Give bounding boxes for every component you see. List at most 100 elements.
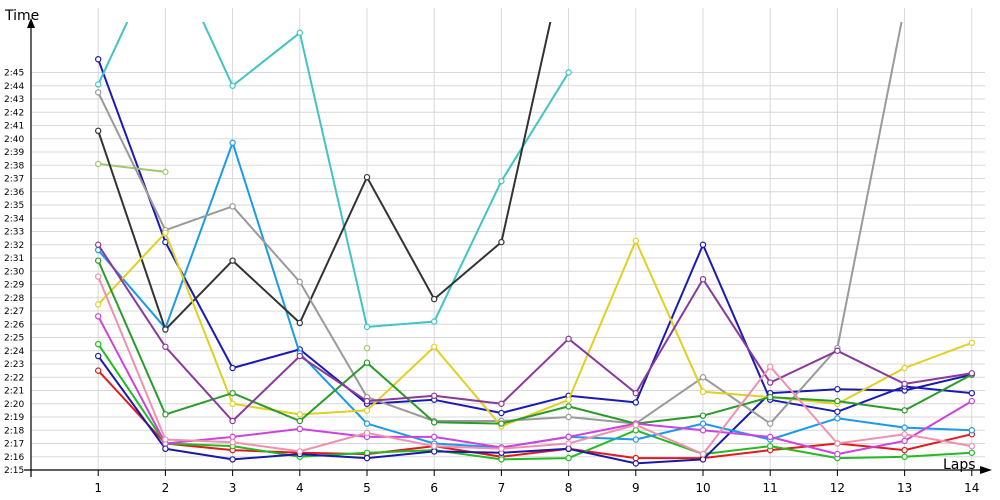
data-point: [834, 347, 841, 354]
data-point: [901, 453, 908, 460]
grid-layer: [31, 8, 985, 471]
series-line: [97, 231, 973, 428]
data-point: [363, 173, 371, 181]
data-point: [363, 344, 371, 352]
series-line: [97, 276, 972, 456]
x-tick-label: 1: [94, 481, 102, 495]
data-point: [901, 446, 908, 454]
x-tick-label: 5: [363, 481, 371, 495]
series-line: [97, 315, 973, 456]
data-point: [767, 420, 774, 427]
series-6: [94, 22, 572, 331]
data-point: [162, 411, 169, 418]
y-tick-label: 2:41: [4, 122, 24, 132]
data-point: [565, 335, 572, 343]
y-tick-label: 2:32: [4, 241, 24, 251]
data-point: [498, 177, 505, 185]
data-point: [229, 257, 236, 264]
data-point: [901, 437, 908, 445]
data-point: [565, 69, 572, 76]
data-point: [94, 257, 102, 264]
data-point: [94, 160, 102, 168]
data-point: [565, 433, 572, 441]
y-axis-arrow: [27, 18, 35, 28]
data-point: [296, 29, 303, 36]
data-point: [229, 82, 236, 89]
x-tick-label: 9: [632, 481, 640, 495]
y-tick-label: 2:25: [4, 334, 24, 344]
y-tick-label: 2:20: [4, 400, 24, 410]
data-point: [699, 374, 707, 381]
data-point: [94, 340, 102, 348]
data-point: [901, 380, 908, 388]
data-point: [363, 397, 371, 405]
data-point: [565, 403, 572, 410]
y-tick-label: 2:31: [4, 254, 24, 264]
data-point: [565, 396, 572, 403]
data-point: [565, 454, 572, 462]
data-point: [498, 456, 505, 463]
y-tick-label: 2:15: [4, 466, 24, 476]
series-8: [94, 22, 552, 333]
data-point: [431, 295, 438, 303]
axis-layer: 2:15 2:16 2:17 2:18 2:19 2:20 2:21 2:22 2:23 2:24…: [4, 18, 992, 495]
data-point: [363, 407, 371, 414]
series-10: [94, 229, 976, 430]
data-point: [162, 168, 169, 176]
y-tick-label: 2:42: [4, 108, 24, 118]
data-point: [94, 56, 102, 63]
data-point: [834, 385, 841, 393]
data-point: [565, 445, 572, 452]
data-point: [363, 359, 371, 366]
x-tick-label: 11: [763, 481, 778, 495]
data-point: [968, 389, 976, 397]
data-point: [968, 442, 976, 450]
data-point: [699, 450, 707, 458]
data-point: [968, 449, 976, 456]
data-point: [363, 429, 371, 437]
x-tick-label: 10: [695, 481, 710, 495]
data-point: [229, 389, 236, 397]
data-point: [834, 408, 841, 415]
y-tick-label: 2:26: [4, 320, 24, 330]
data-point: [699, 427, 707, 434]
series-13: [94, 313, 976, 458]
data-point: [767, 393, 774, 401]
data-point: [565, 440, 572, 447]
y-tick-label: 2:30: [4, 267, 24, 277]
data-point: [834, 415, 841, 422]
data-point: [968, 339, 976, 346]
x-tick-label: 14: [964, 481, 979, 495]
data-point: [162, 343, 169, 350]
data-point: [229, 433, 236, 441]
data-point: [363, 420, 371, 427]
y-tick-label: 2:19: [4, 413, 24, 423]
series-12: [94, 241, 976, 425]
data-point: [834, 397, 841, 405]
data-point: [296, 425, 303, 433]
series-line: [97, 260, 973, 425]
data-point: [767, 379, 774, 386]
y-tick-label: 2:43: [4, 95, 24, 105]
data-point: [94, 241, 102, 248]
data-point: [632, 421, 640, 429]
data-point: [162, 326, 169, 333]
data-point: [363, 323, 371, 331]
x-tick-label: 7: [498, 481, 506, 495]
data-point: [968, 370, 976, 377]
y-tick-label: 2:28: [4, 294, 24, 304]
data-point: [699, 241, 707, 248]
data-point: [498, 400, 505, 407]
data-point: [229, 203, 236, 210]
y-tick-label: 2:33: [4, 228, 24, 238]
data-point: [699, 420, 707, 427]
data-point: [94, 301, 102, 308]
series-line: [97, 343, 972, 461]
data-point: [632, 399, 640, 406]
data-point: [296, 319, 303, 327]
data-point: [229, 364, 236, 372]
series-14: [94, 273, 976, 458]
data-point: [834, 440, 841, 447]
data-point: [431, 392, 438, 399]
x-axis-arrow: [980, 466, 992, 474]
